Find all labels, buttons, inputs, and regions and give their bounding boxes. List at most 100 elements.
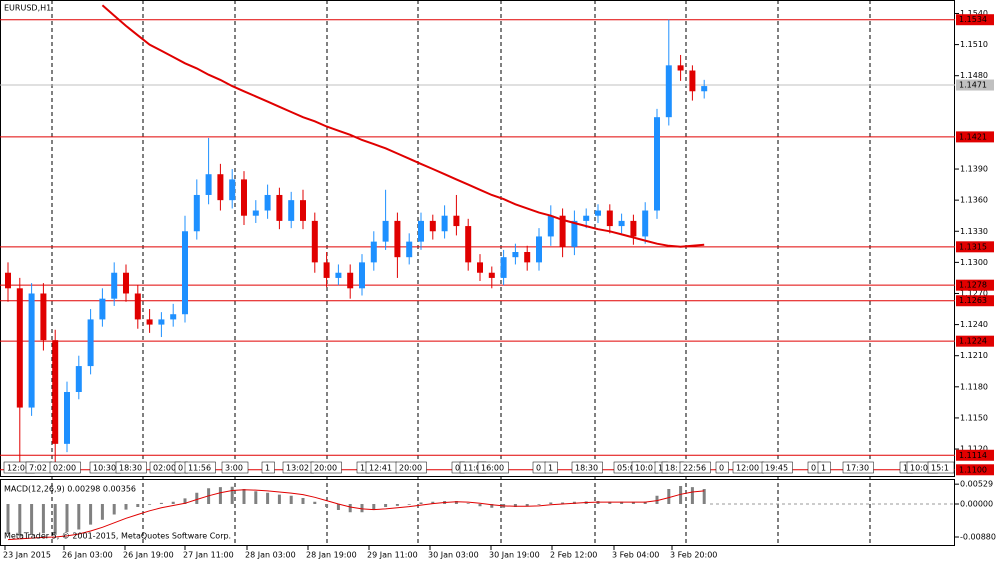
candle-body bbox=[99, 298, 106, 320]
level-label: 1.1114 bbox=[959, 451, 987, 460]
time-label: 02:00 bbox=[53, 464, 76, 473]
y-tick-label: 1.1240 bbox=[960, 320, 988, 329]
time-label: 3:00 bbox=[225, 464, 243, 473]
candle-body bbox=[347, 272, 354, 289]
time-label: 18:30 bbox=[575, 464, 598, 473]
candle-body bbox=[264, 194, 271, 211]
x-tick-label: 30 Jan 19:00 bbox=[489, 551, 540, 560]
candle-body bbox=[229, 179, 236, 201]
time-label: 18: bbox=[665, 464, 678, 473]
time-box bbox=[761, 461, 793, 474]
x-tick-label: 30 Jan 03:00 bbox=[428, 551, 479, 560]
candle-body bbox=[123, 272, 129, 294]
y-tick-label: 1.1150 bbox=[960, 413, 988, 422]
time-label: 12:41 bbox=[369, 464, 392, 473]
candle-body bbox=[536, 236, 542, 263]
macd-title: MACD(12,26,9) 0.00298 0.00356 bbox=[4, 485, 136, 494]
level-label-box bbox=[956, 241, 994, 253]
time-label: 0 bbox=[178, 464, 183, 473]
time-label: 18:30 bbox=[119, 464, 142, 473]
candle-body bbox=[595, 210, 601, 216]
candle-body bbox=[465, 226, 472, 263]
time-label: 10:30 bbox=[93, 464, 116, 473]
candle-body bbox=[524, 252, 531, 263]
candle-body bbox=[677, 65, 684, 71]
candle-body bbox=[418, 220, 424, 242]
footer: MetaTrader 5, © 2001-2015, MetaQuotes So… bbox=[4, 532, 231, 541]
candle-body bbox=[311, 220, 318, 263]
y-tick-label: 1.1210 bbox=[960, 351, 988, 360]
candle-body bbox=[170, 314, 177, 320]
time-box bbox=[927, 461, 955, 474]
candle-body bbox=[394, 220, 401, 258]
level-label-box bbox=[956, 14, 994, 26]
x-tick-label: 23 Jan 2015 bbox=[3, 551, 51, 560]
candle-body bbox=[193, 194, 200, 232]
time-label: 7:02 bbox=[29, 464, 47, 473]
candle-body bbox=[359, 262, 365, 289]
level-label-box bbox=[956, 449, 994, 461]
candle-body bbox=[87, 319, 94, 367]
y-tick-label: 1.1510 bbox=[960, 40, 988, 49]
time-label: 10:0 bbox=[635, 464, 653, 473]
candle-body bbox=[323, 262, 330, 278]
level-label: 1.1421 bbox=[959, 132, 987, 141]
candle-body bbox=[40, 293, 47, 341]
time-box bbox=[817, 461, 831, 474]
candle-body bbox=[28, 293, 35, 408]
candle-body bbox=[370, 241, 377, 263]
x-tick-label: 26 Jan 03:00 bbox=[62, 551, 113, 560]
time-label: 0 bbox=[719, 464, 724, 473]
candle-body bbox=[182, 231, 188, 315]
x-tick-label: 2 Feb 12:00 bbox=[550, 551, 597, 560]
time-label: 1 bbox=[360, 464, 365, 473]
x-tick-label: 3 Feb 20:00 bbox=[670, 551, 717, 560]
time-label: 1 bbox=[658, 464, 663, 473]
candle-body bbox=[441, 215, 448, 232]
candle-body bbox=[52, 340, 59, 444]
last-price-label: 1.1471 bbox=[959, 81, 987, 90]
time-label: 20:00 bbox=[314, 464, 337, 473]
time-box bbox=[221, 461, 249, 474]
candle-body bbox=[146, 319, 153, 325]
time-box bbox=[261, 461, 275, 474]
candle-body bbox=[252, 210, 259, 216]
y-tick-label: 1.1390 bbox=[960, 165, 988, 174]
level-label-box bbox=[956, 279, 994, 291]
level-label: 1.1224 bbox=[959, 337, 987, 346]
time-box bbox=[49, 461, 81, 474]
moving-average bbox=[101, 4, 705, 248]
candle-body bbox=[618, 220, 625, 227]
level-label: 1.1534 bbox=[959, 15, 987, 24]
y-tick-label: 1.1300 bbox=[960, 258, 988, 267]
time-label: 11:0 bbox=[463, 464, 481, 473]
time-box bbox=[571, 461, 603, 474]
time-label: 15:1 bbox=[931, 464, 949, 473]
time-label: 12:00 bbox=[736, 464, 759, 473]
y-tick-label: 1.1180 bbox=[960, 382, 988, 391]
candle-body bbox=[665, 65, 672, 118]
candle-body bbox=[630, 220, 637, 237]
candle-body bbox=[64, 392, 70, 444]
candle-body bbox=[75, 366, 82, 392]
time-box bbox=[715, 461, 729, 474]
x-tick-label: 28 Jan 03:00 bbox=[245, 551, 296, 560]
x-tick-label: 28 Jan 19:00 bbox=[306, 551, 357, 560]
time-label: 22:56 bbox=[683, 464, 706, 473]
candle-body bbox=[477, 262, 483, 273]
level-label-box bbox=[956, 131, 994, 143]
time-box bbox=[184, 461, 216, 474]
candle-body bbox=[453, 215, 460, 227]
time-label: 20:00 bbox=[399, 464, 422, 473]
candle-body bbox=[335, 272, 342, 278]
time-label: 05:0 bbox=[617, 464, 635, 473]
candle-body bbox=[571, 220, 578, 247]
candle-body bbox=[642, 210, 649, 237]
candle-body bbox=[300, 200, 306, 221]
y-tick-label: 1.1360 bbox=[960, 196, 988, 205]
time-label: 16:00 bbox=[481, 464, 504, 473]
time-label: 13:02 bbox=[286, 464, 309, 473]
candle-body bbox=[429, 220, 436, 232]
time-box bbox=[310, 461, 342, 474]
